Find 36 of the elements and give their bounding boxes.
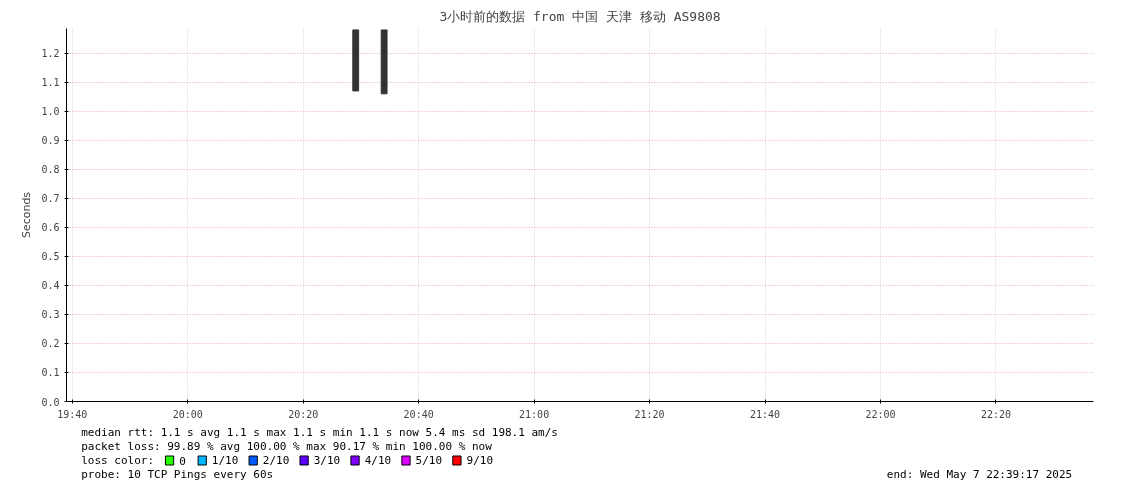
x-tick-label: 19:40 [57,408,88,420]
y-tick-label: 1.2 [41,48,60,60]
legend-label: 3/10 [313,454,341,467]
y-tick-label: 0.4 [41,280,60,292]
y-tick-label: 0.1 [41,367,60,379]
y-tick-label: 0.2 [41,338,60,350]
legend-title: loss color: [81,454,155,467]
x-tick-label: 20:20 [288,408,319,420]
legend-label: 5/10 [415,454,443,467]
text: median rtt: 1.1 s avg 1.1 s max 1.1 s min 1.1 s now 5.4 ms sd 198.1 am/s [81,426,558,439]
y-tick-label: 0.3 [41,309,60,321]
y-tick-label: 0.6 [41,222,60,234]
text: probe: 10 TCP Pings every 60s [81,468,274,481]
x-tick-label: 20:00 [172,408,203,420]
chart-title: 3小时前的数据 from 中国 天津 移动 AS9808 [439,8,721,24]
x-tick-label: 22:00 [865,408,896,420]
x-tick-label: 21:00 [519,408,550,420]
legend-label: 0 [179,454,186,468]
legend-label: 1/10 [211,454,239,467]
x-tick-label: 21:20 [634,408,665,420]
y-tick-label: 0.0 [41,396,60,408]
legend-label: 9/10 [466,454,494,467]
y-tick-label: 0.7 [41,193,60,205]
legend-label: 2/10 [262,454,290,467]
x-tick-label: 20:40 [403,408,434,420]
y-tick-label: 0.8 [41,164,60,176]
y-axis-title: Seconds [20,191,34,239]
y-tick-label: 1.0 [41,106,60,118]
y-tick-label: 1.1 [41,77,60,89]
text: packet loss: 99.89 % avg 100.00 % max 90.17 % min 100.00 % now [81,440,493,453]
x-tick-label: 21:40 [749,408,781,420]
y-tick-label: 0.9 [41,135,60,147]
x-tick-label: 22:20 [980,408,1011,420]
y-tick-label: 0.5 [41,251,60,263]
legend-label: 4/10 [364,454,392,467]
text: end: Wed May 7 22:39:17 2025 [886,468,1073,481]
